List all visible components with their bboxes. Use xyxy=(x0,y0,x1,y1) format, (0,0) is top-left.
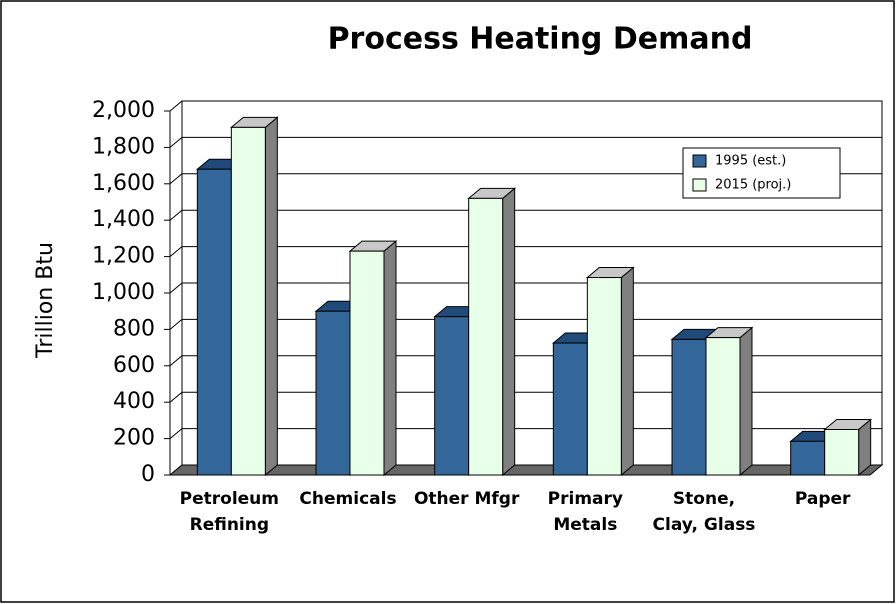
y-tick-label: 600 xyxy=(113,353,155,378)
bar-side xyxy=(620,266,634,477)
y-axis-label: Trillion Btu xyxy=(33,242,58,359)
grid-line xyxy=(169,319,183,330)
bar xyxy=(230,126,266,476)
grid-line xyxy=(169,209,183,221)
bar xyxy=(196,168,232,476)
grid-line xyxy=(169,428,183,439)
grid-line xyxy=(169,391,183,403)
y-tick-label: 1,400 xyxy=(92,207,155,232)
y-tick-label: 1,600 xyxy=(92,171,155,196)
grid-line xyxy=(169,137,183,148)
chart-title: Process Heating Demand xyxy=(328,22,753,57)
grid-line xyxy=(169,282,183,294)
y-tick-label: 1,200 xyxy=(92,244,155,269)
bar-side xyxy=(502,187,516,477)
y-tick-label: 800 xyxy=(113,316,155,341)
grid-line xyxy=(169,100,183,112)
legend-swatch xyxy=(692,154,707,168)
bar xyxy=(790,440,826,476)
bar xyxy=(552,342,588,476)
bar xyxy=(824,429,860,476)
y-tick-label: 0 xyxy=(141,462,155,487)
x-tick-label: Primary Metals xyxy=(547,489,623,535)
legend-swatch xyxy=(692,178,707,192)
bar xyxy=(705,337,741,476)
y-tick-label: 400 xyxy=(113,389,155,414)
y-tick-label: 1,800 xyxy=(92,134,155,159)
bar xyxy=(468,197,504,476)
x-tick-label: Chemicals xyxy=(299,489,397,509)
x-tick-label: Paper xyxy=(794,489,851,509)
x-tick-label: Stone, Clay, Glass xyxy=(652,489,756,535)
floor xyxy=(168,464,884,476)
grid-line xyxy=(169,173,183,185)
bar xyxy=(671,338,707,476)
y-tick-label: 200 xyxy=(113,426,155,451)
legend-label: 2015 (proj.) xyxy=(715,178,791,193)
y-tick-label: 1,000 xyxy=(92,280,155,305)
bar xyxy=(349,250,385,476)
bar xyxy=(434,316,470,476)
bar xyxy=(586,277,622,476)
bar-side xyxy=(383,240,397,477)
x-tick-label: Petroleum Refining xyxy=(179,489,279,535)
grid-line xyxy=(169,355,183,367)
grid-line xyxy=(169,246,183,257)
bar xyxy=(315,310,351,476)
legend-label: 1995 (est.) xyxy=(715,154,786,169)
y-tick-label: 2,000 xyxy=(92,98,155,123)
x-tick-label: Other Mfgr xyxy=(413,489,520,509)
bar-side xyxy=(739,326,753,477)
legend-box xyxy=(682,147,841,199)
bar-side xyxy=(264,116,278,477)
